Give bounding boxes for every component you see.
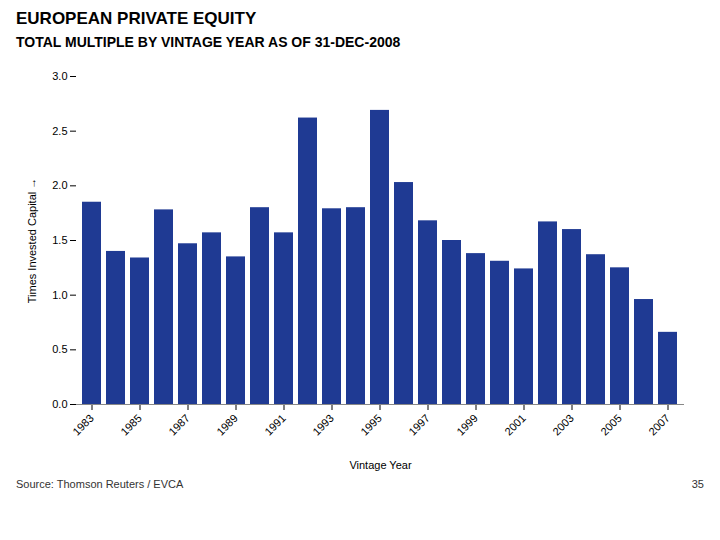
html-text:TOTAL MULTIPLE BY VINTAGE YEAR: TOTAL MULTIPLE BY VINTAGE YEAR AS OF 31-… <box>16 34 401 50</box>
svg-text:Times Invested Capital →: Times Invested Capital → <box>26 178 38 304</box>
svg-text:1993: 1993 <box>310 412 336 438</box>
svg-text:1989: 1989 <box>214 412 240 438</box>
svg-text:1.5: 1.5 <box>52 234 67 246</box>
svg-text:1983: 1983 <box>70 412 96 438</box>
svg-text:2003: 2003 <box>550 412 576 438</box>
html-text:35: 35 <box>691 478 704 490</box>
html-text:EUROPEAN PRIVATE EQUITY: EUROPEAN PRIVATE EQUITY <box>16 9 257 28</box>
svg-text:3.0: 3.0 <box>52 70 67 82</box>
svg-text:Vintage Year: Vintage Year <box>349 459 412 471</box>
svg-text:0.0: 0.0 <box>52 398 67 410</box>
svg-text:2.0: 2.0 <box>52 179 67 191</box>
svg-text:2001: 2001 <box>502 412 528 438</box>
svg-text:2007: 2007 <box>646 412 672 438</box>
html-text:Source: Thomson Reuters / EVCA: Source: Thomson Reuters / EVCA <box>16 478 184 490</box>
svg-text:1995: 1995 <box>358 412 384 438</box>
svg-text:1985: 1985 <box>118 412 144 438</box>
svg-text:1987: 1987 <box>166 412 192 438</box>
svg-text:2005: 2005 <box>598 412 624 438</box>
svg-text:1999: 1999 <box>454 412 480 438</box>
svg-text:2.5: 2.5 <box>52 125 67 137</box>
svg-text:1991: 1991 <box>262 412 288 438</box>
svg-text:0.5: 0.5 <box>52 343 67 355</box>
svg-text:1997: 1997 <box>406 412 432 438</box>
svg-text:1.0: 1.0 <box>52 289 67 301</box>
